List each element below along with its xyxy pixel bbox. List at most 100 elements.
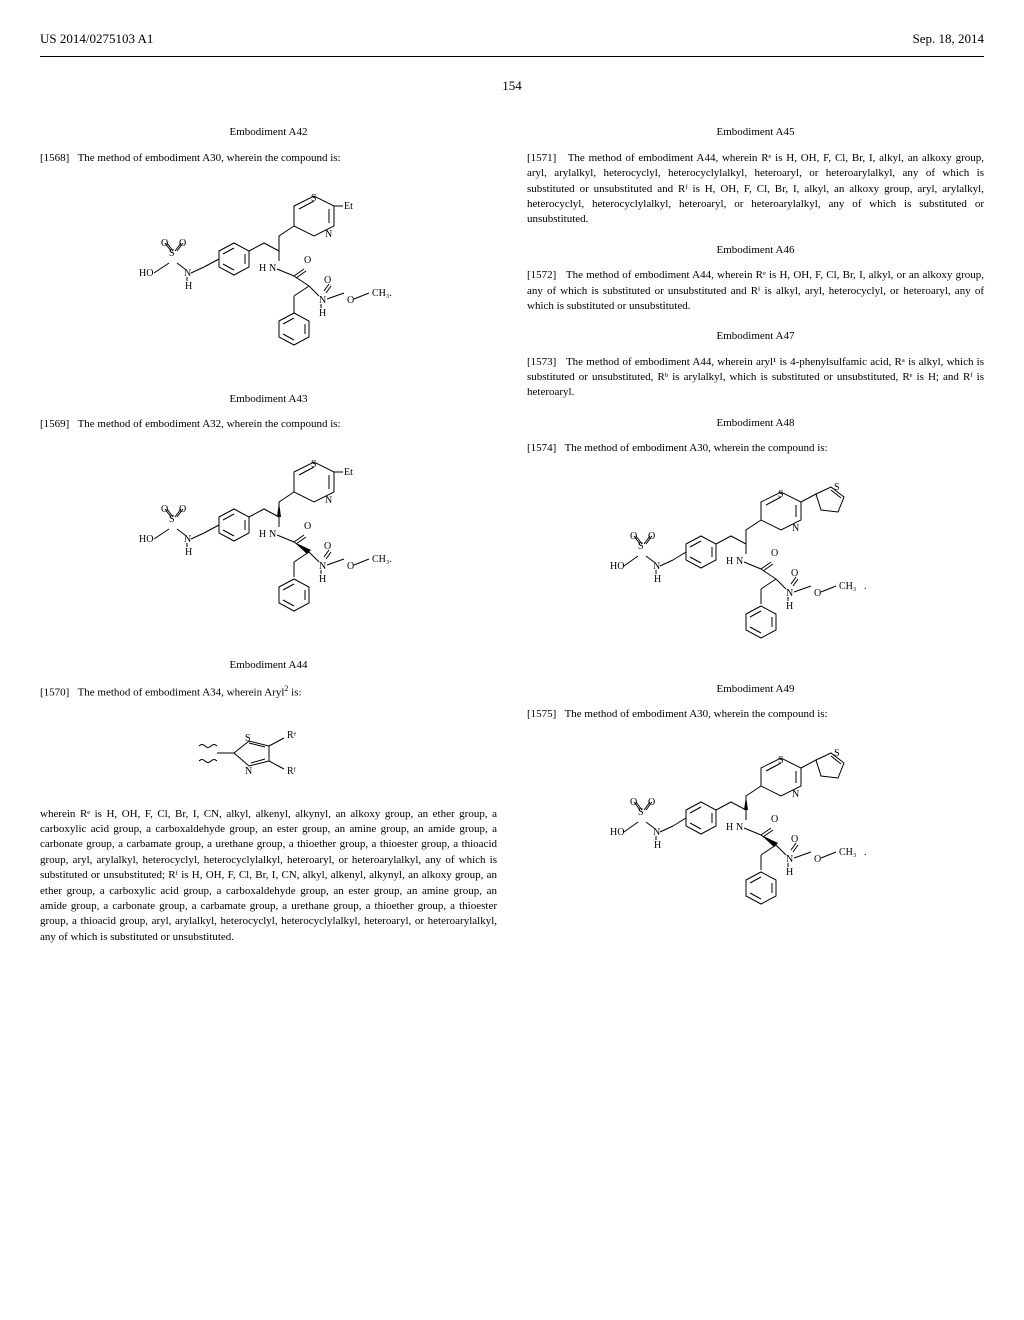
para-1570-pre: The method of embodiment A34, wherein Ar… — [78, 687, 285, 699]
svg-text:H: H — [185, 547, 192, 558]
structure-a48: S N S HO S — [527, 472, 984, 667]
para-1572-text: The method of embodiment A44, wherein Rᵉ… — [527, 269, 984, 312]
para-1568: [1568] The method of embodiment A30, whe… — [40, 151, 497, 166]
svg-text:H: H — [654, 574, 661, 585]
svg-text:O: O — [324, 541, 331, 552]
left-column: Embodiment A42 [1568] The method of embo… — [40, 110, 497, 955]
svg-text:Et: Et — [344, 467, 353, 478]
svg-text:N: N — [736, 556, 743, 567]
embodiment-a46-title: Embodiment A46 — [527, 243, 984, 258]
svg-text:N: N — [269, 529, 276, 540]
svg-text:Rᶠ: Rᶠ — [287, 766, 296, 777]
structure-a43: S N Et HO S O O — [40, 447, 497, 642]
svg-text:N: N — [792, 523, 799, 534]
svg-text:Rᵉ: Rᵉ — [287, 730, 297, 741]
svg-text:O: O — [814, 854, 821, 865]
para-1570-post: is: — [288, 687, 301, 699]
svg-text:H: H — [786, 601, 793, 612]
svg-text:CH₃: CH₃ — [839, 581, 856, 592]
para-1569-text: The method of embodiment A32, wherein th… — [78, 418, 341, 430]
para-1572: [1572] The method of embodiment A44, whe… — [527, 268, 984, 314]
header-rule — [40, 56, 984, 57]
svg-text:CH₃.: CH₃. — [372, 288, 392, 299]
svg-text:O: O — [347, 295, 354, 306]
embodiment-a47-title: Embodiment A47 — [527, 329, 984, 344]
svg-text:HO: HO — [610, 827, 624, 838]
para-1569: [1569] The method of embodiment A32, whe… — [40, 417, 497, 432]
svg-text:O: O — [771, 548, 778, 559]
svg-text:H: H — [185, 281, 192, 292]
svg-text:.: . — [864, 847, 867, 858]
svg-text:H: H — [654, 840, 661, 851]
para-1573-text: The method of embodiment A44, wherein ar… — [527, 356, 984, 399]
para-1573: [1573] The method of embodiment A44, whe… — [527, 355, 984, 401]
svg-text:H: H — [726, 822, 733, 833]
embodiment-a43-title: Embodiment A43 — [40, 392, 497, 407]
svg-text:H: H — [726, 556, 733, 567]
svg-text:O: O — [791, 568, 798, 579]
svg-text:O: O — [814, 588, 821, 599]
para-1568-text: The method of embodiment A30, wherein th… — [78, 152, 341, 164]
svg-text:S: S — [834, 482, 840, 493]
svg-text:O: O — [304, 255, 311, 266]
para-1574: [1574] The method of embodiment A30, whe… — [527, 441, 984, 456]
para-1575-num: [1575] — [527, 708, 556, 720]
svg-text:N: N — [325, 495, 332, 506]
para-1575: [1575] The method of embodiment A30, whe… — [527, 707, 984, 722]
svg-text:S: S — [834, 748, 840, 759]
para-1571: [1571] The method of embodiment A44, whe… — [527, 151, 984, 228]
svg-text:HO: HO — [139, 268, 153, 279]
svg-text:N: N — [653, 561, 660, 572]
svg-text:O: O — [304, 521, 311, 532]
svg-text:N: N — [319, 295, 326, 306]
para-1573-num: [1573] — [527, 356, 556, 368]
svg-text:N: N — [184, 534, 191, 545]
svg-text:N: N — [792, 789, 799, 800]
svg-text:HO: HO — [610, 561, 624, 572]
para-1575-text: The method of embodiment A30, wherein th… — [565, 708, 828, 720]
page-number: 154 — [40, 77, 984, 95]
svg-text:S: S — [778, 755, 784, 766]
para-1570: [1570] The method of embodiment A34, whe… — [40, 683, 497, 701]
embodiment-a48-title: Embodiment A48 — [527, 416, 984, 431]
embodiment-a44-title: Embodiment A44 — [40, 658, 497, 673]
svg-text:H: H — [786, 867, 793, 878]
para-1574-text: The method of embodiment A30, wherein th… — [565, 442, 828, 454]
svg-text:N: N — [786, 588, 793, 599]
svg-text:H: H — [259, 529, 266, 540]
svg-text:O: O — [347, 561, 354, 572]
para-1570-num: [1570] — [40, 687, 69, 699]
header-left: US 2014/0275103 A1 — [40, 30, 153, 48]
svg-text:.: . — [864, 581, 867, 592]
para-1569-num: [1569] — [40, 418, 69, 430]
para-1570-wherein: wherein Rᵉ is H, OH, F, Cl, Br, I, CN, a… — [40, 807, 497, 946]
svg-text:H: H — [319, 308, 326, 319]
svg-text:Et: Et — [344, 201, 353, 212]
svg-text:S: S — [245, 733, 251, 744]
para-1574-num: [1574] — [527, 442, 556, 454]
svg-text:S: S — [311, 193, 317, 204]
embodiment-a45-title: Embodiment A45 — [527, 125, 984, 140]
svg-text:H: H — [319, 574, 326, 585]
structure-a44-thiazole: S N Rᵉ Rᶠ — [40, 716, 497, 791]
svg-text:N: N — [653, 827, 660, 838]
para-1572-num: [1572] — [527, 269, 556, 281]
svg-text:O: O — [791, 834, 798, 845]
svg-text:N: N — [325, 229, 332, 240]
embodiment-a49-title: Embodiment A49 — [527, 682, 984, 697]
svg-text:N: N — [184, 268, 191, 279]
embodiment-a42-title: Embodiment A42 — [40, 125, 497, 140]
svg-text:CH₃: CH₃ — [839, 847, 856, 858]
para-1568-num: [1568] — [40, 152, 69, 164]
svg-text:HO: HO — [139, 534, 153, 545]
svg-text:N: N — [319, 561, 326, 572]
page-header: US 2014/0275103 A1 Sep. 18, 2014 — [40, 30, 984, 48]
header-right: Sep. 18, 2014 — [913, 30, 985, 48]
two-column-layout: Embodiment A42 [1568] The method of embo… — [40, 110, 984, 955]
svg-text:S: S — [311, 459, 317, 470]
right-column: Embodiment A45 [1571] The method of embo… — [527, 110, 984, 955]
svg-text:N: N — [269, 263, 276, 274]
structure-a42: S N Et HO S O O — [40, 181, 497, 376]
para-1571-num: [1571] — [527, 152, 556, 164]
svg-text:O: O — [324, 275, 331, 286]
